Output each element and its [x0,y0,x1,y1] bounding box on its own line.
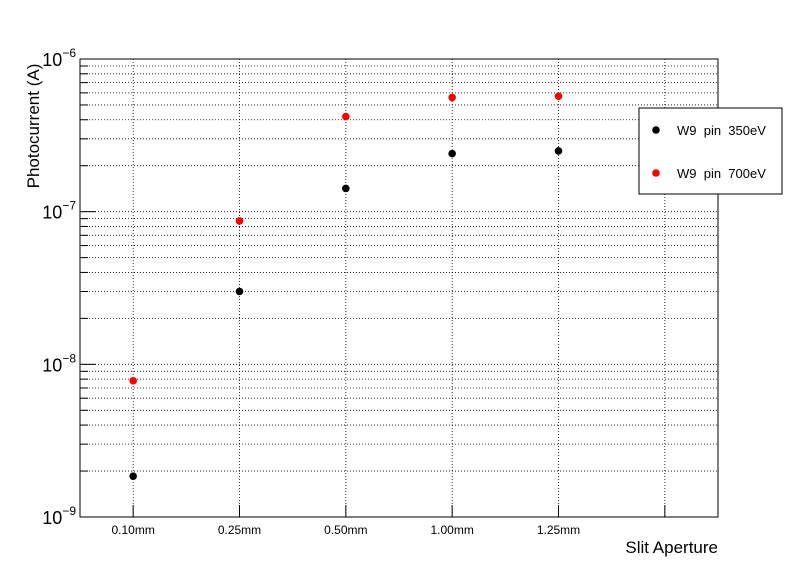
data-point-series-2 [448,93,456,102]
data-point-series-2 [129,377,137,385]
x-tick-label: 0.25mm [218,523,261,537]
data-points [129,92,563,481]
plot-frame [79,58,719,518]
y-tick-labels: 10−9 10−8 10−7 10−6 [42,46,76,528]
data-point-series-1 [342,184,350,193]
legend-box [638,107,783,195]
x-tick-label: 1.00mm [430,523,473,537]
legend: W9 pin 350eV W9 pin 700eV [638,107,783,195]
y-tick-label: 10−6 [42,46,76,70]
data-point-series-1 [554,147,563,155]
data-point-series-2 [554,92,563,101]
x-tick-labels: 0.10mm 0.25mm 0.50mm 1.00mm 1.25mm [111,523,580,537]
axis-ticks [80,65,666,518]
y-tick-label: 10−7 [42,199,76,223]
legend-marker [652,169,660,177]
data-point-series-1 [448,149,456,158]
data-point-series-1 [235,287,244,296]
data-point-series-2 [342,112,350,121]
x-tick-label: 1.25mm [537,523,580,537]
x-tick-label: 0.10mm [111,523,154,537]
y-tick-label: 10−9 [42,504,76,528]
legend-label: W9 pin 700eV [677,166,766,181]
grid [80,59,718,518]
y-axis-label: Photocurrent (A) [24,63,43,189]
x-tick-label: 0.50mm [324,523,367,537]
legend-label: W9 pin 350eV [677,123,766,138]
x-axis-label: Slit Aperture [625,538,718,557]
data-point-series-2 [235,217,244,225]
y-tick-label: 10−8 [42,351,76,375]
legend-marker [652,126,660,134]
data-point-series-1 [129,472,137,481]
